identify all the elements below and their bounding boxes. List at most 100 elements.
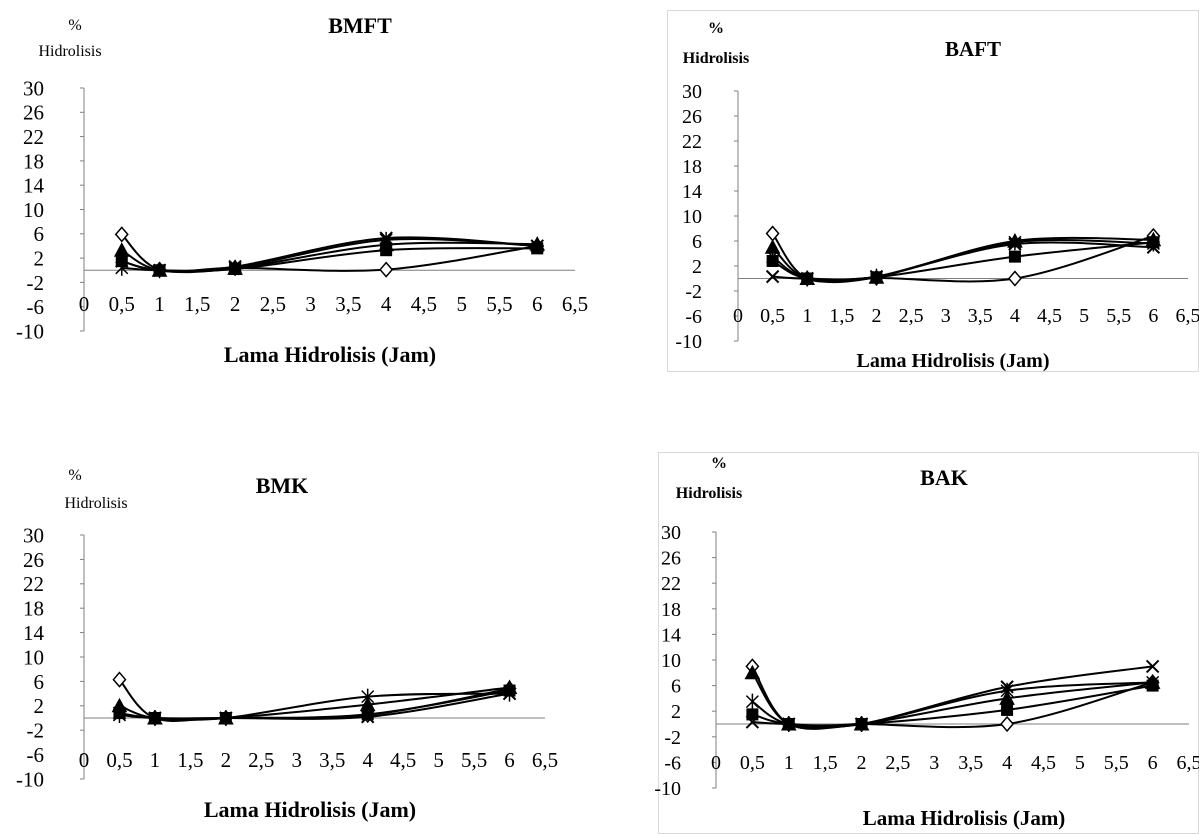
- chart-title: BAK: [920, 465, 968, 490]
- y-tick-label: 18: [23, 149, 44, 173]
- x-tick-label: 4,5: [1031, 752, 1056, 774]
- y-tick-label: 2: [671, 701, 681, 723]
- x-tick-label: 0: [733, 305, 743, 327]
- y-axis-label: Hidrolisis: [38, 43, 101, 60]
- data-point-diamond: [1001, 717, 1013, 731]
- x-tick-label: 5: [433, 748, 444, 772]
- data-point-square: [1147, 680, 1159, 692]
- data-point-square: [870, 271, 882, 283]
- x-tick-label: 4,5: [390, 748, 416, 772]
- y-tick-label: -2: [685, 281, 702, 303]
- x-tick-label: 5: [1075, 752, 1085, 774]
- y-tick-label: 10: [23, 198, 44, 222]
- data-point-square: [856, 718, 868, 730]
- y-tick-label: -6: [27, 743, 45, 767]
- x-tick-label: 6: [1148, 752, 1158, 774]
- x-tick-label: 4: [1010, 305, 1020, 327]
- x-tick-label: 1: [154, 292, 165, 316]
- data-point-square: [1001, 704, 1013, 716]
- x-tick-label: 0: [79, 748, 90, 772]
- series-line: [752, 686, 1152, 726]
- y-tick-label: 18: [23, 597, 44, 621]
- x-tick-label: 2,5: [248, 748, 274, 772]
- series-triangle: [745, 666, 1159, 730]
- x-axis-label: Lama Hidrolisis (Jam): [863, 806, 1066, 830]
- data-point-square: [362, 708, 374, 720]
- y-tick-label: 30: [661, 522, 681, 544]
- x-tick-label: 5,5: [486, 292, 512, 316]
- y-tick-label: 26: [682, 106, 702, 128]
- x-tick-label: 3,5: [319, 748, 345, 772]
- x-axis-label: Lama Hidrolisis (Jam): [224, 342, 436, 367]
- y-tick-label: 2: [34, 694, 45, 718]
- y-axis-label-unit: %: [711, 455, 727, 472]
- data-point-square: [531, 242, 543, 254]
- y-axis-label: Hidrolisis: [683, 50, 749, 67]
- y-tick-label: 10: [682, 206, 702, 228]
- series-line: [119, 680, 509, 721]
- x-tick-label: 4,5: [1037, 305, 1062, 327]
- series-line: [119, 694, 509, 719]
- x-tick-label: 5,5: [461, 748, 487, 772]
- x-tick-label: 4: [362, 748, 373, 772]
- x-tick-label: 6: [532, 292, 543, 316]
- x-tick-label: 1: [784, 752, 794, 774]
- x-tick-label: 5: [456, 292, 467, 316]
- data-point-square: [746, 708, 758, 720]
- x-tick-label: 3: [292, 748, 303, 772]
- data-point-square: [801, 273, 813, 285]
- x-tick-label: 0: [79, 292, 90, 316]
- y-tick-label: 26: [661, 548, 681, 570]
- y-tick-label: 14: [23, 621, 45, 645]
- x-tick-label: 4,5: [411, 292, 437, 316]
- y-tick-label: 30: [682, 81, 702, 103]
- y-tick-label: 14: [23, 174, 45, 198]
- chart-title: BAFT: [945, 37, 1001, 61]
- x-tick-label: 6,5: [532, 748, 558, 772]
- y-tick-label: 22: [23, 572, 44, 596]
- series-line: [752, 666, 1152, 728]
- data-point-square: [380, 244, 392, 256]
- y-axis-label: Hidrolisis: [676, 485, 742, 502]
- x-tick-label: 2,5: [885, 752, 910, 774]
- y-tick-label: -6: [664, 752, 681, 774]
- x-tick-label: 0,5: [760, 305, 785, 327]
- data-point-diamond: [380, 263, 392, 277]
- x-tick-label: 0: [711, 752, 721, 774]
- chart-title: BMFT: [328, 13, 392, 38]
- series-line: [773, 240, 1154, 281]
- y-tick-label: 18: [661, 599, 681, 621]
- x-tick-label: 2: [221, 748, 232, 772]
- x-tick-label: 3,5: [968, 305, 993, 327]
- data-point-square: [1147, 236, 1159, 248]
- series-line: [773, 242, 1154, 280]
- data-point-square: [783, 718, 795, 730]
- x-tick-label: 6: [1148, 305, 1158, 327]
- x-tick-label: 4: [1002, 752, 1012, 774]
- x-tick-label: 3: [941, 305, 951, 327]
- x-tick-label: 0,5: [106, 748, 132, 772]
- x-tick-label: 2,5: [899, 305, 924, 327]
- y-tick-label: -2: [27, 719, 45, 743]
- data-point-diamond: [767, 227, 779, 241]
- y-tick-label: 6: [692, 231, 702, 253]
- y-tick-label: 14: [661, 624, 681, 646]
- x-tick-label: 1,5: [184, 292, 210, 316]
- x-tick-label: 6,5: [1176, 305, 1199, 327]
- y-tick-label: -10: [654, 778, 681, 800]
- y-tick-label: 30: [23, 76, 44, 100]
- y-axis-label-unit: %: [68, 17, 81, 34]
- y-axis-label-unit: %: [708, 20, 724, 37]
- data-point-diamond: [1009, 272, 1021, 286]
- x-tick-label: 3,5: [335, 292, 361, 316]
- data-point-square: [767, 255, 779, 267]
- x-tick-label: 1,5: [177, 748, 203, 772]
- x-tick-label: 1,5: [813, 752, 838, 774]
- data-point-square: [149, 712, 161, 724]
- y-tick-label: 6: [34, 670, 45, 694]
- x-tick-label: 0,5: [109, 292, 135, 316]
